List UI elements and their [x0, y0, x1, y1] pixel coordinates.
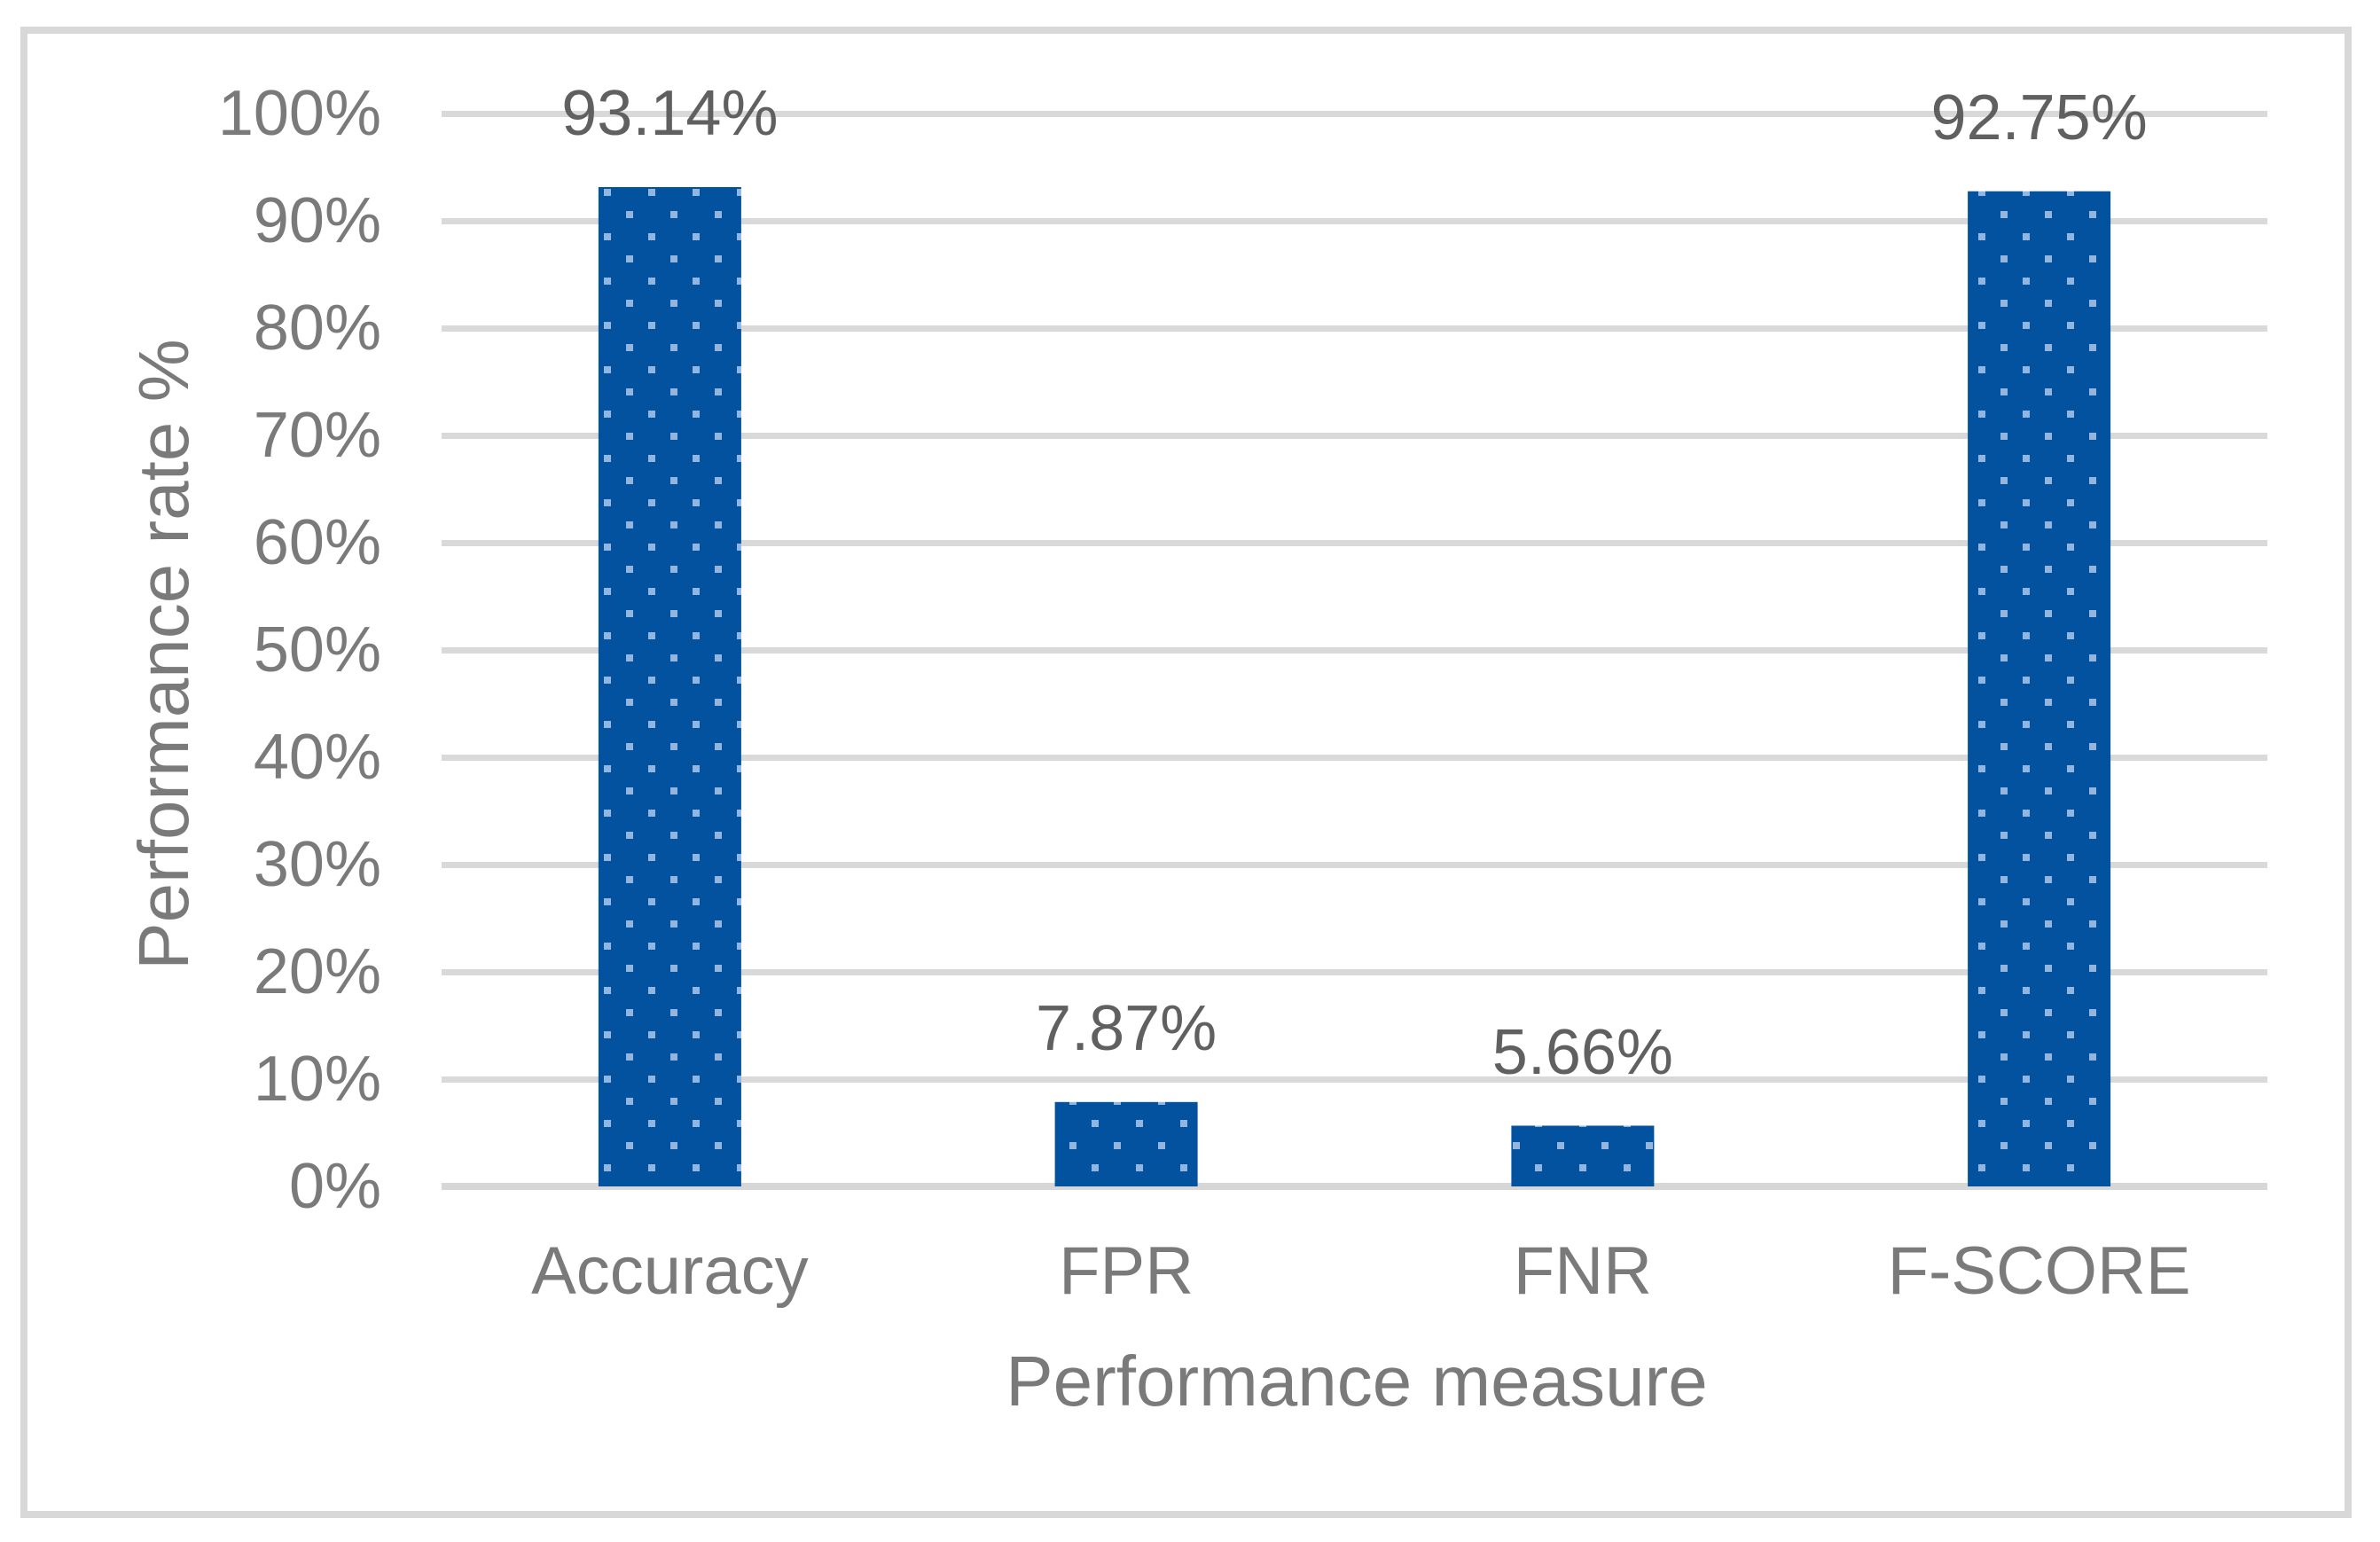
- bar-FNR: [1511, 1125, 1655, 1186]
- bar-data-label: 7.87%: [1036, 992, 1217, 1064]
- gridline: [442, 754, 2267, 761]
- gridline: [442, 968, 2267, 975]
- gridline: [442, 1076, 2267, 1083]
- y-tick-label: 80%: [253, 293, 381, 364]
- y-tick-label: 10%: [253, 1044, 381, 1115]
- bar-data-label: 5.66%: [1491, 1016, 1673, 1088]
- gridline: [442, 861, 2267, 868]
- bar-FPR: [1054, 1101, 1198, 1186]
- y-tick-label: 50%: [253, 614, 381, 685]
- x-tick-label-Accuracy: Accuracy: [531, 1233, 809, 1309]
- y-tick-label: 60%: [253, 507, 381, 578]
- gridline: [442, 539, 2267, 546]
- y-tick-label: 70%: [253, 400, 381, 471]
- bar-Accuracy: [598, 187, 741, 1186]
- figure-border: [20, 27, 2352, 1518]
- y-tick-label: 40%: [253, 722, 381, 793]
- x-tick-label-FPR: FPR: [1059, 1233, 1194, 1309]
- gridline: [442, 432, 2267, 439]
- x-tick-label-FNR: FNR: [1513, 1233, 1652, 1309]
- gridline: [442, 325, 2267, 332]
- gridline: [442, 217, 2267, 224]
- bar-data-label: 92.75%: [1930, 82, 2148, 153]
- gridline: [442, 646, 2267, 654]
- y-tick-label: 30%: [253, 829, 381, 900]
- y-tick-label: 20%: [253, 936, 381, 1007]
- x-axis-line: [442, 1183, 2267, 1190]
- bar-F-SCORE: [1968, 191, 2111, 1187]
- gridline: [442, 110, 2267, 117]
- y-tick-label: 100%: [217, 78, 381, 149]
- y-tick-label: 0%: [288, 1151, 381, 1222]
- y-tick-label: 90%: [253, 185, 381, 256]
- bar-plot-svg: [598, 187, 2111, 1187]
- x-tick-label-F-SCORE: F-SCORE: [1887, 1233, 2191, 1309]
- x-axis-title: Performance measure: [1006, 1342, 1708, 1421]
- bar-data-label: 93.14%: [561, 78, 779, 149]
